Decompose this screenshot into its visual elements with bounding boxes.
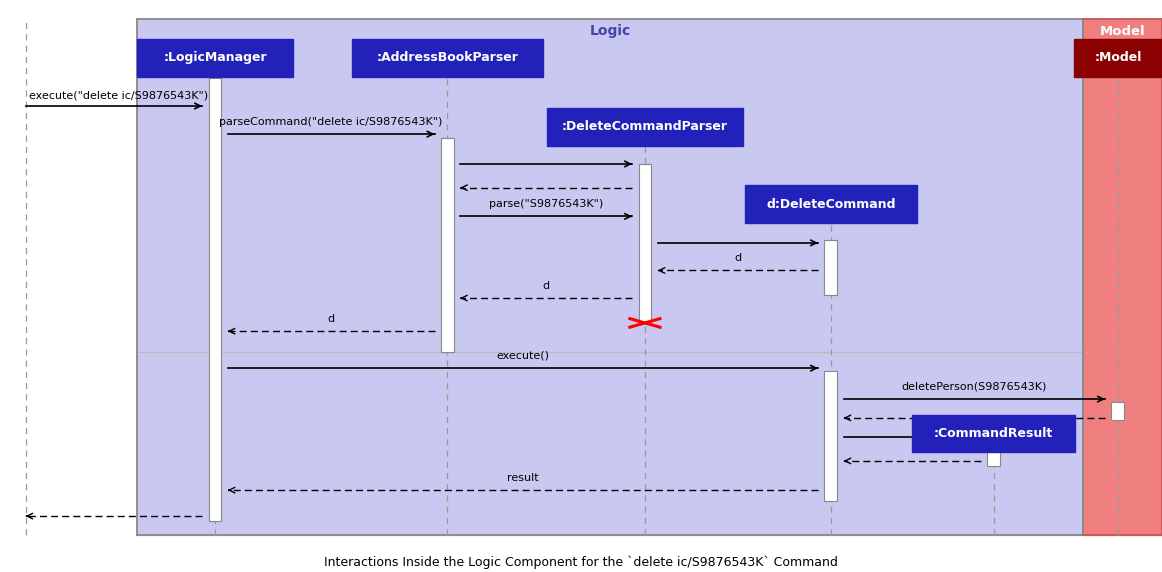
Bar: [988, 431, 999, 466]
Text: d: d: [734, 253, 741, 263]
Text: result: result: [507, 473, 539, 483]
Text: parse("S9876543K"): parse("S9876543K"): [489, 199, 603, 209]
Text: execute(): execute(): [496, 351, 550, 361]
Bar: [912, 415, 1075, 452]
Text: Interactions Inside the Logic Component for the `delete ic/S9876543K` Command: Interactions Inside the Logic Component …: [324, 555, 838, 569]
Text: parseCommand("delete ic/S9876543K"): parseCommand("delete ic/S9876543K"): [220, 117, 443, 127]
Text: d: d: [543, 281, 550, 291]
Bar: [825, 371, 838, 501]
Bar: [745, 185, 917, 223]
Bar: [547, 108, 743, 146]
Bar: [639, 165, 652, 323]
Bar: [1083, 19, 1162, 535]
Bar: [1074, 39, 1162, 77]
Text: d:DeleteCommand: d:DeleteCommand: [766, 198, 896, 210]
Text: :LogicManager: :LogicManager: [163, 51, 267, 65]
Text: Logic: Logic: [589, 25, 631, 38]
Bar: [351, 39, 544, 77]
Bar: [209, 78, 221, 521]
Bar: [137, 39, 293, 77]
Bar: [0, 19, 137, 535]
Text: deletePerson(S9876543K): deletePerson(S9876543K): [902, 382, 1047, 392]
Text: :DeleteCommandParser: :DeleteCommandParser: [562, 121, 727, 133]
Text: :Model: :Model: [1095, 51, 1141, 65]
Bar: [825, 240, 838, 295]
Text: execute("delete ic/S9876543K"): execute("delete ic/S9876543K"): [29, 90, 208, 101]
Text: :CommandResult: :CommandResult: [934, 427, 1053, 440]
Bar: [442, 138, 453, 352]
Text: Model: Model: [1099, 25, 1146, 38]
Bar: [1111, 402, 1124, 419]
Bar: [137, 19, 1083, 535]
Text: d: d: [328, 314, 335, 324]
Text: :AddressBookParser: :AddressBookParser: [376, 51, 518, 65]
